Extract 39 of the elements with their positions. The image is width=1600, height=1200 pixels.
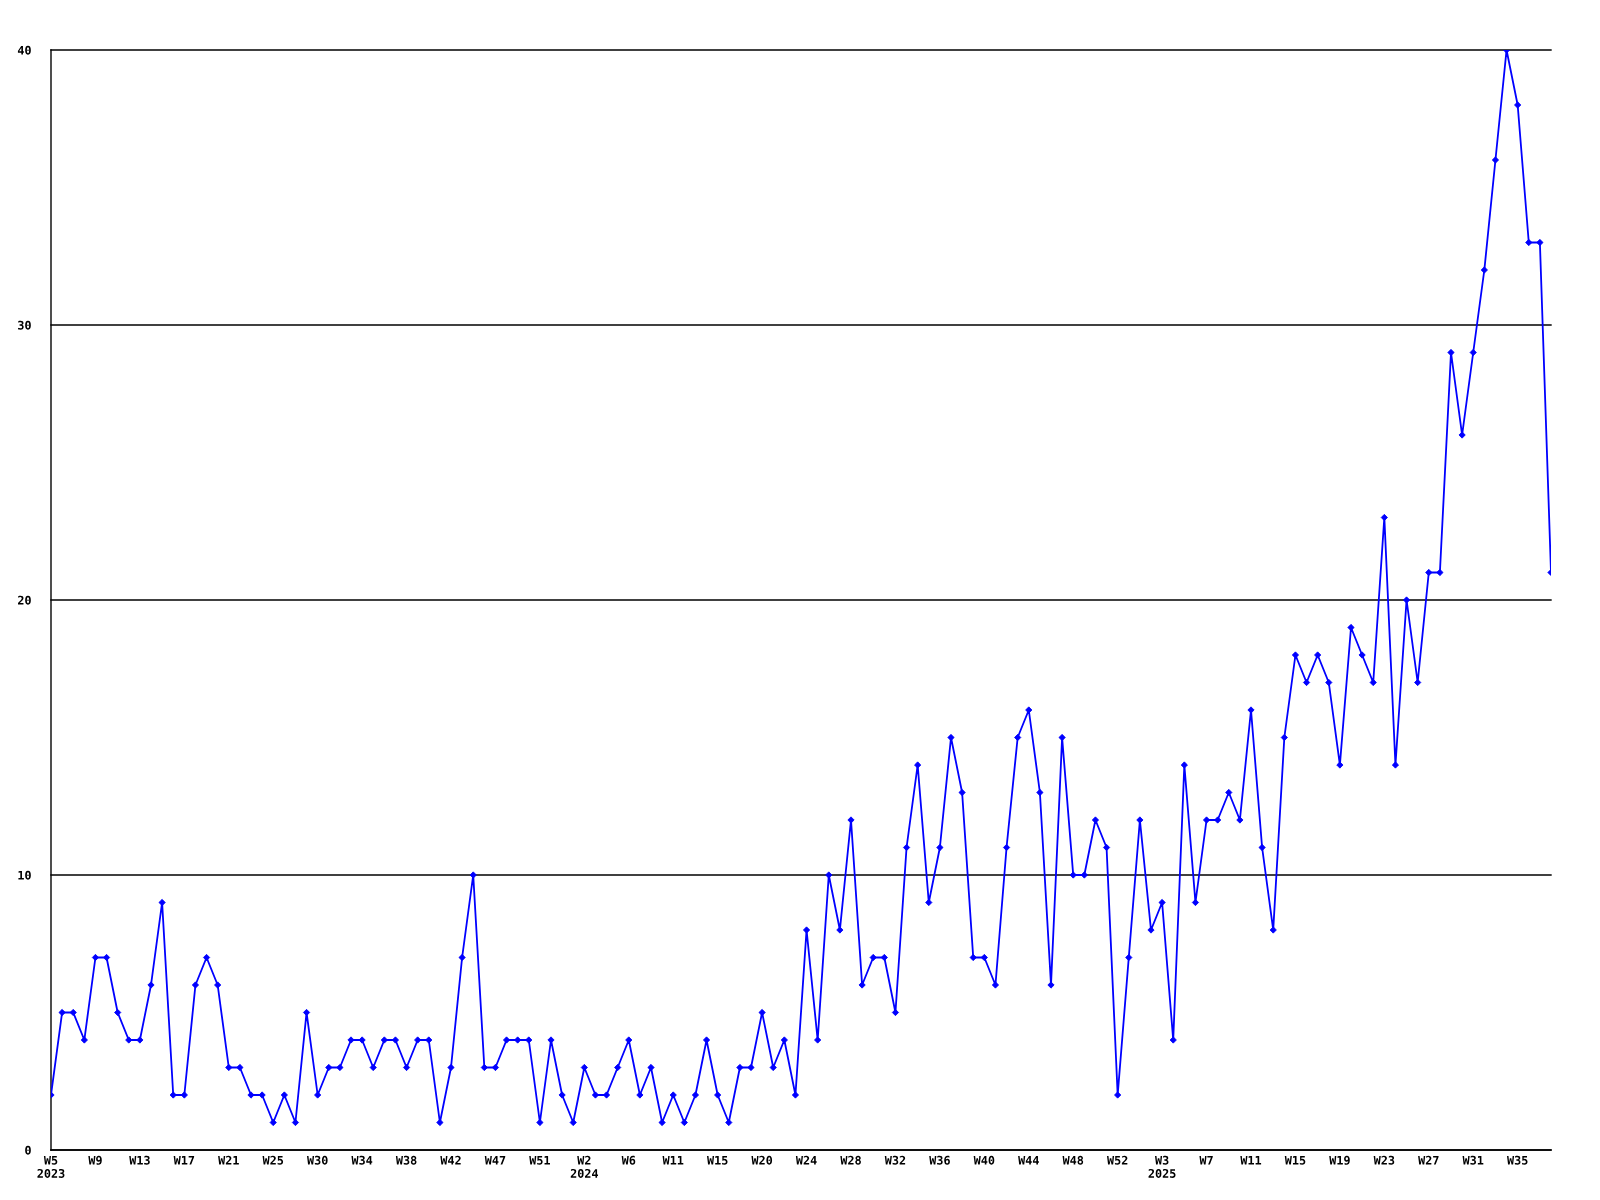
x-tick-label: W30 (307, 1155, 328, 1165)
x-tick-label: W28 (840, 1155, 861, 1165)
x-tick-label: W47 (484, 1155, 506, 1165)
x-tick-label: W11 (1240, 1155, 1262, 1165)
x-tick-label: W24 (795, 1155, 817, 1165)
x-tick-label: W13 (129, 1155, 150, 1165)
x-tick-label: W42 (440, 1155, 461, 1165)
x-tick-label: W48 (1062, 1155, 1084, 1165)
x-tick-label: W31 (1462, 1155, 1484, 1165)
x-tick-label: W15 (1284, 1155, 1306, 1165)
y-tick-label: 0 (25, 1145, 31, 1155)
x-tick-label: W5 2023 (37, 1155, 65, 1178)
y-tick-label: 10 (18, 870, 31, 880)
x-tick-label: W36 (929, 1155, 950, 1165)
x-tick-label: W17 (173, 1155, 195, 1165)
x-tick-label: W2 2024 (570, 1155, 599, 1178)
x-tick-label: W3 2025 (1148, 1155, 1176, 1178)
x-tick-label: W25 (262, 1155, 284, 1165)
x-tick-label: W27 (1418, 1155, 1439, 1165)
x-tick-label: W23 (1373, 1155, 1395, 1165)
y-tick-label: 20 (18, 595, 31, 605)
x-tick-label: W7 (1199, 1155, 1213, 1165)
x-tick-label: W9 (88, 1155, 102, 1165)
y-tick-label: 30 (18, 320, 31, 330)
x-tick-label: W6 (621, 1155, 636, 1165)
x-tick-label: W11 (662, 1155, 684, 1165)
y-tick-label: 40 (17, 45, 31, 55)
x-tick-label: W20 (751, 1155, 773, 1165)
x-tick-label: W21 (218, 1155, 239, 1165)
x-tick-label: W19 (1329, 1155, 1350, 1165)
x-tick-label: W15 (707, 1155, 728, 1165)
x-tick-label: W52 (1107, 1155, 1128, 1165)
x-tick-label: W32 (884, 1155, 906, 1165)
x-tick-label: W44 (1018, 1155, 1039, 1165)
x-tick-label: W40 (973, 1155, 995, 1165)
x-tick-label: W51 (529, 1155, 550, 1165)
x-tick-label: W38 (395, 1155, 417, 1165)
x-tick-label: W34 (351, 1155, 373, 1165)
x-tick-label: W35 (1507, 1155, 1528, 1165)
